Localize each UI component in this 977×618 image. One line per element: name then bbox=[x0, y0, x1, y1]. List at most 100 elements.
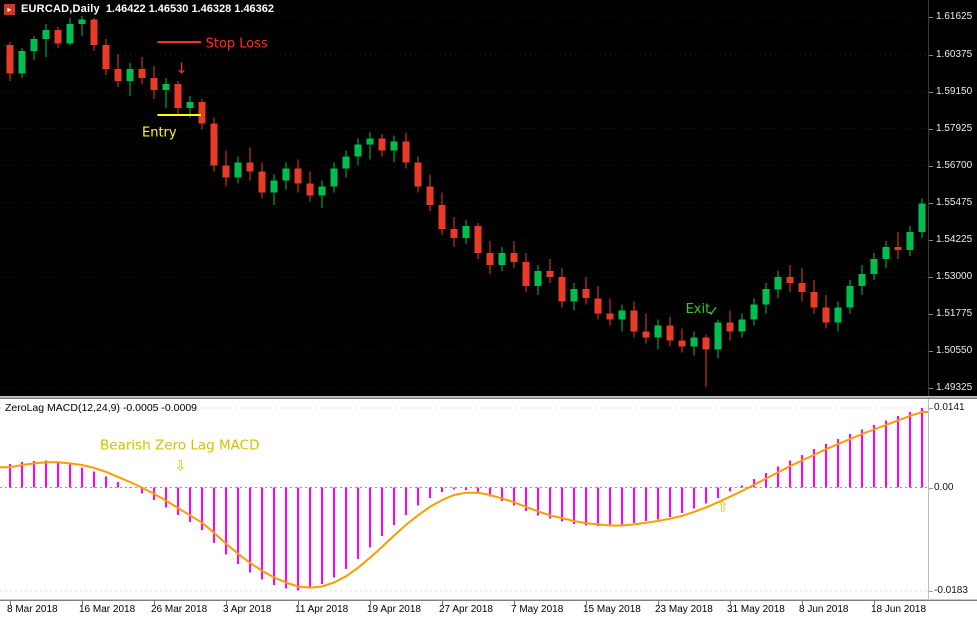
candle-body bbox=[402, 141, 410, 163]
macd-signal-line bbox=[0, 411, 928, 589]
price-axis-label: 1.51775 bbox=[936, 308, 973, 320]
candle-body bbox=[666, 325, 674, 341]
time-axis-label: 8 Jun 2018 bbox=[799, 604, 849, 615]
candle-body bbox=[270, 180, 278, 193]
candle-body bbox=[834, 307, 842, 323]
panel-divider-bottom[interactable] bbox=[0, 599, 977, 601]
candle-body bbox=[102, 44, 110, 69]
candle-body bbox=[186, 102, 194, 109]
candle-body bbox=[450, 228, 458, 238]
candle-body bbox=[714, 322, 722, 350]
price-chart-canvas[interactable]: Stop Loss ↓ Entry Exit✓ bbox=[0, 0, 928, 396]
ohlc-values: 1.46422 1.46530 1.46328 1.46362 bbox=[105, 3, 275, 15]
candle-body bbox=[618, 310, 626, 320]
time-axis-label: 11 Apr 2018 bbox=[295, 604, 349, 615]
time-axis-label: 7 May 2018 bbox=[511, 604, 564, 615]
candle-body bbox=[138, 69, 146, 78]
candle-body bbox=[882, 247, 890, 260]
exit-label[interactable]: Exit bbox=[686, 302, 711, 317]
bearish-macd-label-label[interactable]: Bearish Zero Lag MACD bbox=[100, 437, 260, 453]
candle-body bbox=[486, 253, 494, 266]
time-axis-tick bbox=[82, 601, 83, 605]
candle-body bbox=[246, 162, 254, 172]
price-axis-tick bbox=[929, 314, 933, 316]
candle-body bbox=[90, 19, 98, 45]
candle-body bbox=[630, 310, 638, 332]
candle-body bbox=[594, 298, 602, 314]
candle-body bbox=[366, 138, 374, 145]
candle-body bbox=[6, 44, 14, 74]
price-axis-label: 1.60375 bbox=[936, 48, 973, 60]
time-axis-tick bbox=[658, 601, 659, 605]
stop-loss-label[interactable]: Stop Loss bbox=[206, 36, 268, 51]
macd-indicator-title: ZeroLag MACD(12,24,9) -0.0005 -0.0009 bbox=[5, 402, 198, 414]
price-axis-label: 1.56700 bbox=[936, 159, 973, 171]
time-axis-tick bbox=[154, 601, 155, 605]
price-axis[interactable]: 1.61625 1.60375 1.59150 1.57925 1.56700 1.554… bbox=[928, 0, 977, 396]
price-axis-label: 1.53000 bbox=[936, 271, 973, 283]
time-axis-label: 19 Apr 2018 bbox=[367, 604, 421, 615]
candle-body bbox=[378, 138, 386, 151]
time-axis-label: 8 Mar 2018 bbox=[7, 604, 58, 615]
candle-body bbox=[198, 102, 206, 124]
price-axis-label: 1.50550 bbox=[936, 345, 973, 357]
time-axis-tick bbox=[730, 601, 731, 605]
candle-body bbox=[582, 289, 590, 299]
time-axis[interactable]: 8 Mar 2018 16 Mar 2018 26 Mar 2018 3 Apr 20… bbox=[0, 601, 977, 618]
price-axis-label: 1.61625 bbox=[936, 11, 973, 22]
candle-body bbox=[750, 304, 758, 320]
candle-body bbox=[150, 78, 158, 91]
macd-axis[interactable]: 0.0141 0.00 -0.0183 bbox=[928, 399, 977, 599]
candle-body bbox=[30, 38, 38, 51]
candle-body bbox=[78, 19, 86, 24]
symbol-timeframe-label: EURCAD,Daily bbox=[21, 3, 100, 15]
price-chart-panel[interactable]: Stop Loss ↓ Entry Exit ✓ ▸ EURCAD,Daily 1.46… bbox=[0, 0, 977, 396]
chart-title: ▸ EURCAD,Daily 1.46422 1.46530 1.46328 1… bbox=[4, 3, 274, 15]
panel-divider[interactable] bbox=[0, 396, 977, 399]
macd-axis-tick bbox=[929, 487, 933, 489]
candle-body bbox=[846, 286, 854, 308]
candle-body bbox=[462, 225, 470, 238]
candle-body bbox=[66, 23, 74, 44]
candle-body bbox=[234, 162, 242, 178]
macd-canvas[interactable]: Bearish Zero Lag MACD ⇩ ⇧ bbox=[0, 399, 928, 599]
candle-body bbox=[642, 331, 650, 338]
macd-axis-label: 0.0141 bbox=[934, 402, 965, 413]
candle-body bbox=[906, 231, 914, 250]
price-axis-label: 1.59150 bbox=[936, 85, 973, 97]
candle-body bbox=[690, 337, 698, 347]
time-axis-label: 23 May 2018 bbox=[655, 604, 713, 615]
candle-body bbox=[54, 29, 62, 44]
chart-icon: ▸ bbox=[4, 3, 15, 15]
candle-body bbox=[894, 247, 902, 250]
macd-panel[interactable]: Bearish Zero Lag MACD ⇩ ⇧ ZeroLag MACD(12,… bbox=[0, 399, 977, 599]
entry-label[interactable]: Entry bbox=[142, 125, 177, 140]
candle-body bbox=[546, 271, 554, 278]
candle-body bbox=[654, 325, 662, 338]
macd-axis-label: 0.00 bbox=[934, 481, 954, 493]
candle-body bbox=[414, 162, 422, 187]
candle-body bbox=[306, 183, 314, 196]
candle-body bbox=[282, 168, 290, 181]
time-axis-tick bbox=[514, 601, 515, 605]
candle-body bbox=[114, 69, 122, 82]
price-axis-tick bbox=[929, 388, 933, 389]
candle-body bbox=[822, 307, 830, 323]
exit-check-icon[interactable]: ✓ bbox=[707, 304, 719, 320]
candle-body bbox=[762, 289, 770, 305]
candle-body bbox=[318, 186, 326, 196]
candle-body bbox=[738, 319, 746, 332]
candle-body bbox=[726, 322, 734, 332]
candle-body bbox=[162, 84, 170, 91]
macd-sell-arrow-icon[interactable]: ⇩ bbox=[175, 459, 187, 475]
price-axis-tick bbox=[929, 165, 933, 167]
price-axis-tick bbox=[929, 202, 933, 204]
candle-body bbox=[42, 29, 50, 39]
candle-body bbox=[858, 274, 866, 287]
sell-arrow-icon[interactable]: ↓ bbox=[175, 60, 188, 78]
macd-buy-arrow-icon[interactable]: ⇧ bbox=[717, 499, 729, 515]
time-axis-tick bbox=[874, 601, 875, 605]
candle-body bbox=[606, 313, 614, 320]
time-axis-label: 27 Apr 2018 bbox=[439, 604, 493, 615]
